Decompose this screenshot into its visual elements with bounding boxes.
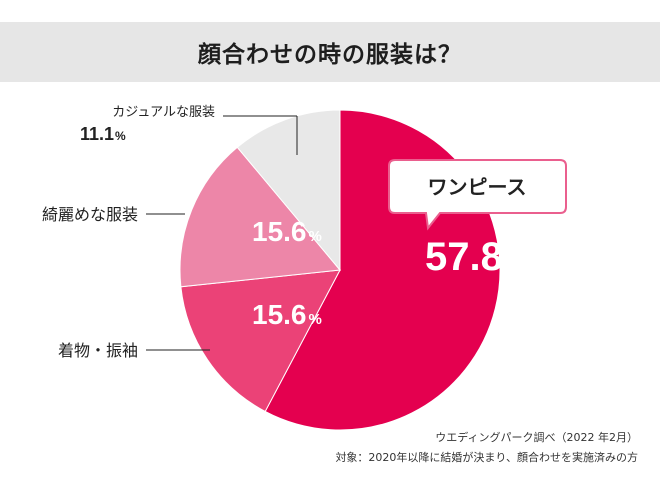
slice-kimono-furisode — [180, 269, 341, 413]
source-note: ウエディングパーク調べ（2022 年2月） 対象：2020年以降に結婚が決まり、… — [335, 428, 638, 468]
slice-value-label: 15.6% — [252, 299, 322, 330]
chart-title: 顔合わせの時の服装は？ — [198, 42, 462, 68]
slice-value-label: 11.1% — [80, 124, 126, 144]
title-bar: 顔合わせの時の服装は？ — [0, 22, 660, 82]
slice-casual-outfit — [236, 109, 341, 272]
source-line-1: ウエディングパーク調べ（2022 年2月） — [435, 431, 638, 444]
callout-label: ワンピース — [428, 175, 527, 199]
slice-neat-outfit — [179, 146, 341, 288]
slice-value-label: 57.8% — [425, 235, 523, 279]
category-label: 綺麗めな服装 — [42, 205, 138, 224]
source-line-2: 対象：2020年以降に結婚が決まり、顔合わせを実施済みの方 — [335, 451, 638, 464]
callout: ワンピース — [388, 159, 567, 231]
callout-bubble — [388, 159, 567, 231]
labels-layer: 57.8 % 15.6 % 着物・振袖 15.6 % 綺麗めな服装 カジュアルな服装 11.1% ワ… — [42, 105, 567, 360]
slice-value-label: 15.6% — [252, 216, 322, 247]
category-label: カジュアルな服装 — [112, 105, 215, 120]
category-label: 着物・振袖 — [58, 341, 138, 360]
